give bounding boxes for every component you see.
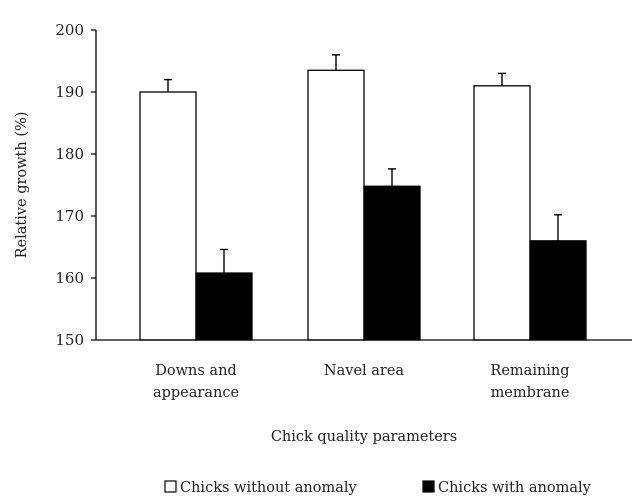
- y-axis-title: Relative growth (%): [14, 112, 30, 259]
- x-category-label: Remaining: [490, 363, 569, 379]
- x-category-label: Navel area: [324, 363, 405, 379]
- bars: [139, 54, 587, 341]
- x-category-label: membrane: [491, 385, 570, 401]
- y-tick-label: 180: [55, 145, 84, 163]
- bar-with-anomaly: [195, 272, 253, 341]
- y-tick-label: 160: [55, 269, 84, 287]
- bar-without-anomaly: [307, 69, 365, 341]
- y-tick-label: 200: [55, 21, 84, 39]
- bar-without-anomaly: [473, 85, 531, 341]
- x-category-label: appearance: [153, 385, 239, 401]
- x-category-label: Downs and: [155, 363, 236, 379]
- bar-without-anomaly: [139, 91, 197, 341]
- y-axis-ticks: 150 160 170 180 190 200: [55, 21, 96, 349]
- y-tick-label: 190: [55, 83, 84, 101]
- x-axis-category-labels: Downs and appearance Navel area Remaining me…: [153, 363, 570, 401]
- bar-with-anomaly: [529, 240, 587, 341]
- legend-label: Chicks with anomaly: [438, 480, 592, 496]
- x-axis-title: Chick quality parameters: [271, 429, 457, 445]
- legend-swatch: [164, 480, 177, 493]
- y-tick-label: 170: [55, 207, 84, 225]
- legend-label: Chicks without anomaly: [180, 480, 357, 496]
- bar-with-anomaly: [363, 185, 421, 341]
- y-tick-label: 150: [55, 331, 84, 349]
- legend-swatch: [422, 480, 435, 493]
- legend: Chicks without anomaly Chicks with anomal…: [164, 480, 592, 496]
